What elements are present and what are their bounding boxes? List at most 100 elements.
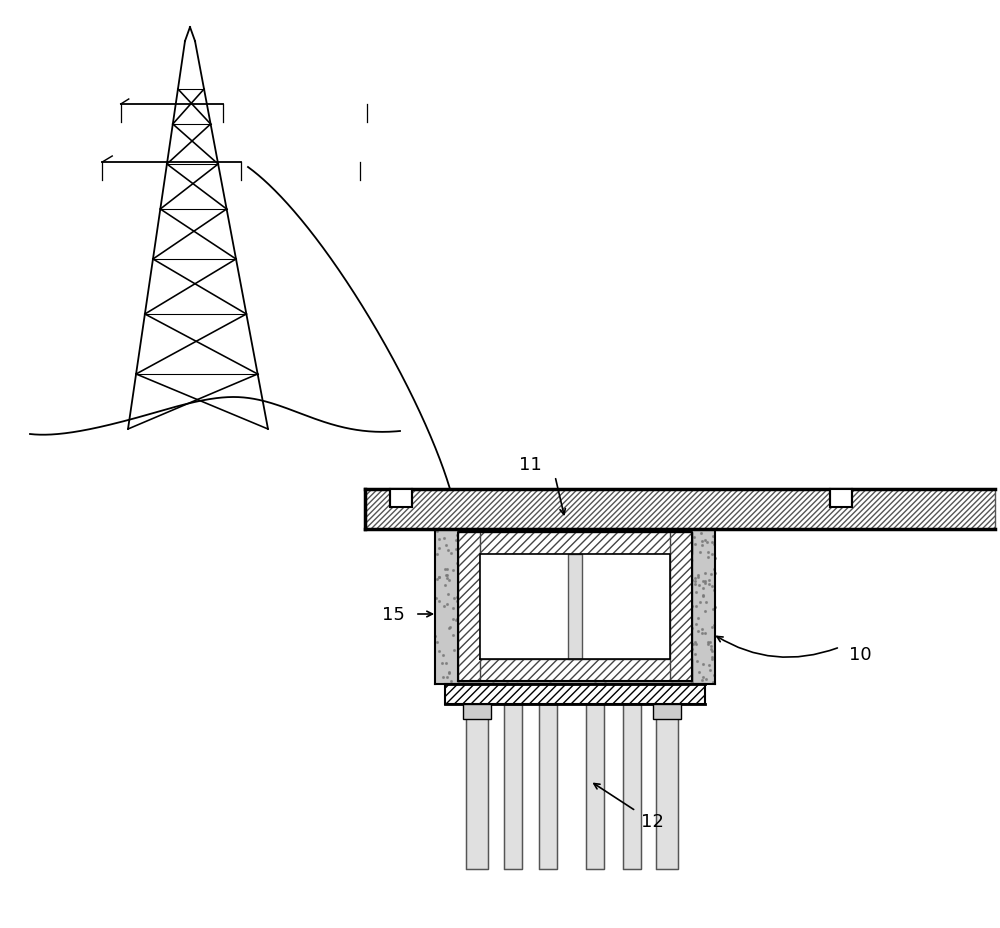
Point	[500, 578, 516, 593]
Point	[507, 620, 523, 635]
Point	[489, 580, 505, 595]
Point	[585, 668, 601, 683]
Point	[630, 648, 646, 663]
Point	[551, 657, 567, 672]
Point	[626, 561, 642, 576]
Point	[622, 672, 638, 687]
Point	[609, 535, 625, 549]
Point	[556, 594, 572, 609]
Point	[429, 635, 445, 650]
Point	[605, 553, 621, 568]
Point	[674, 587, 690, 602]
Point	[707, 566, 723, 581]
Point	[660, 638, 676, 652]
Point	[554, 651, 570, 665]
Point	[546, 600, 562, 615]
Point	[683, 542, 699, 557]
Point	[579, 650, 595, 664]
Point	[669, 639, 685, 654]
Bar	[390, 489, 412, 508]
Point	[613, 537, 629, 552]
Point	[553, 632, 569, 647]
Point	[599, 670, 615, 685]
Point	[638, 559, 654, 574]
Point	[675, 528, 691, 543]
Point	[703, 642, 719, 657]
Point	[656, 612, 672, 627]
Point	[497, 631, 513, 646]
Point	[489, 652, 505, 667]
Point	[514, 653, 530, 668]
Bar	[539, 704, 557, 869]
Point	[508, 626, 524, 641]
Point	[571, 526, 587, 541]
Point	[446, 643, 462, 658]
Point	[489, 654, 505, 669]
Point	[576, 669, 592, 684]
Point	[431, 570, 447, 585]
Point	[508, 577, 524, 592]
Point	[502, 599, 518, 614]
Point	[552, 663, 568, 677]
Point	[678, 665, 694, 680]
Point	[672, 562, 688, 577]
Point	[546, 579, 562, 594]
Point	[470, 530, 486, 545]
Point	[617, 597, 633, 612]
Point	[585, 540, 601, 555]
Point	[564, 628, 580, 643]
Text: 15: 15	[382, 605, 404, 624]
Point	[481, 526, 497, 541]
Point	[691, 665, 707, 680]
Point	[574, 526, 590, 541]
Point	[694, 673, 710, 688]
Point	[629, 552, 645, 567]
Point	[569, 599, 585, 613]
Point	[615, 645, 631, 660]
Point	[511, 568, 527, 583]
Point	[637, 610, 653, 625]
Point	[655, 530, 671, 545]
Point	[463, 637, 479, 651]
Point	[481, 640, 497, 655]
Point	[574, 535, 590, 549]
Point	[603, 628, 619, 643]
Point	[449, 528, 465, 543]
Point	[677, 529, 693, 544]
Point	[698, 672, 714, 687]
Point	[535, 626, 551, 641]
Point	[495, 593, 511, 608]
Point	[470, 607, 486, 622]
Point	[509, 674, 525, 689]
Point	[473, 542, 489, 557]
Point	[664, 584, 680, 599]
Point	[598, 673, 614, 688]
Point	[667, 607, 683, 622]
Point	[642, 639, 658, 654]
Point	[674, 603, 690, 618]
Point	[607, 525, 623, 540]
Point	[693, 526, 709, 541]
Point	[705, 676, 721, 690]
Point	[664, 625, 680, 639]
Point	[495, 548, 511, 563]
Point	[509, 649, 525, 664]
Point	[456, 560, 472, 574]
Point	[481, 574, 497, 588]
Point	[441, 621, 457, 636]
Point	[503, 576, 519, 591]
Point	[455, 599, 471, 614]
Point	[453, 618, 469, 633]
Point	[532, 669, 548, 684]
Point	[698, 595, 714, 610]
Point	[431, 532, 447, 547]
Point	[448, 542, 464, 557]
Point	[679, 629, 695, 644]
Point	[623, 651, 639, 666]
Point	[509, 603, 525, 618]
Point	[445, 628, 461, 643]
Point	[470, 671, 486, 686]
Point	[620, 556, 636, 571]
Point	[647, 664, 663, 678]
Bar	[365, 489, 995, 530]
